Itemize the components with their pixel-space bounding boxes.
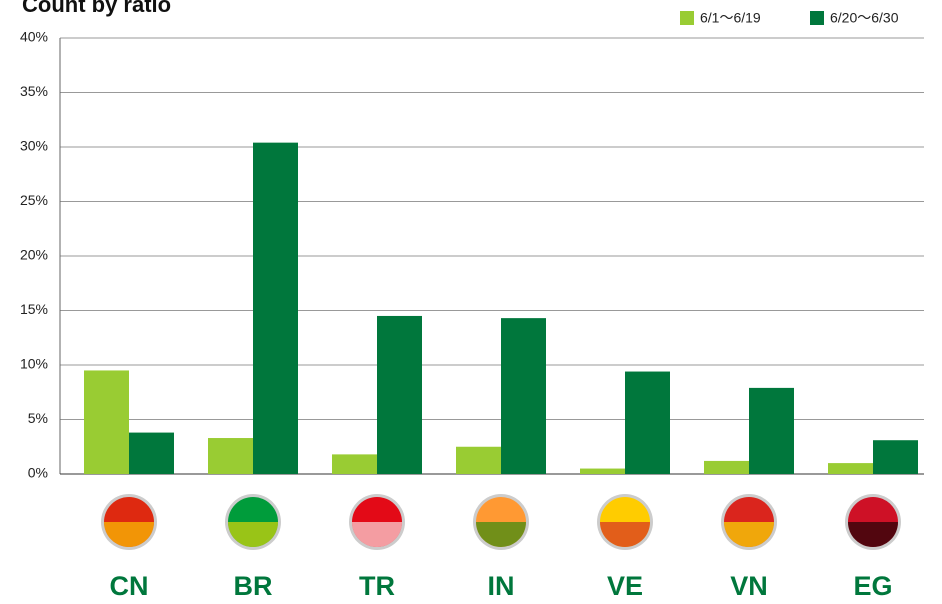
bar xyxy=(580,468,625,474)
bar xyxy=(501,318,546,474)
x-tick-label: CN xyxy=(110,571,149,601)
bar xyxy=(749,387,794,474)
y-tick-label: 15% xyxy=(20,301,48,317)
flag-detail xyxy=(848,522,898,547)
flag-detail xyxy=(476,522,526,547)
y-tick-label: 10% xyxy=(20,356,48,372)
legend-label: 6/1～6/19 xyxy=(700,10,761,26)
flag-detail xyxy=(104,522,154,547)
y-tick-label: 25% xyxy=(20,192,48,208)
y-tick-label: 0% xyxy=(28,465,48,481)
y-tick-label: 40% xyxy=(20,29,48,45)
legend-swatch xyxy=(680,11,694,25)
x-tick-label: BR xyxy=(234,571,273,601)
bar xyxy=(704,460,749,474)
y-tick-label: 30% xyxy=(20,138,48,154)
bar xyxy=(456,446,501,474)
bar xyxy=(129,432,174,474)
bar xyxy=(873,440,918,474)
y-tick-label: 20% xyxy=(20,247,48,263)
chart-title: Count by ratio xyxy=(22,0,171,17)
x-tick-label: VN xyxy=(730,571,768,601)
x-tick-label: EG xyxy=(853,571,892,601)
flag-detail xyxy=(352,522,402,547)
legend-label: 6/20～6/30 xyxy=(830,10,899,26)
x-tick-label: IN xyxy=(488,571,515,601)
flag-detail xyxy=(724,522,774,547)
y-tick-label: 35% xyxy=(20,83,48,99)
bar xyxy=(377,315,422,474)
bar xyxy=(625,371,670,474)
y-tick-label: 5% xyxy=(28,410,48,426)
bar xyxy=(84,370,129,474)
flag-detail xyxy=(600,522,650,547)
x-tick-label: VE xyxy=(607,571,643,601)
bar xyxy=(828,463,873,474)
bar xyxy=(332,454,377,474)
bar xyxy=(253,142,298,474)
flag-detail xyxy=(228,522,278,547)
x-tick-label: TR xyxy=(359,571,395,601)
bar xyxy=(208,438,253,474)
legend-swatch xyxy=(810,11,824,25)
